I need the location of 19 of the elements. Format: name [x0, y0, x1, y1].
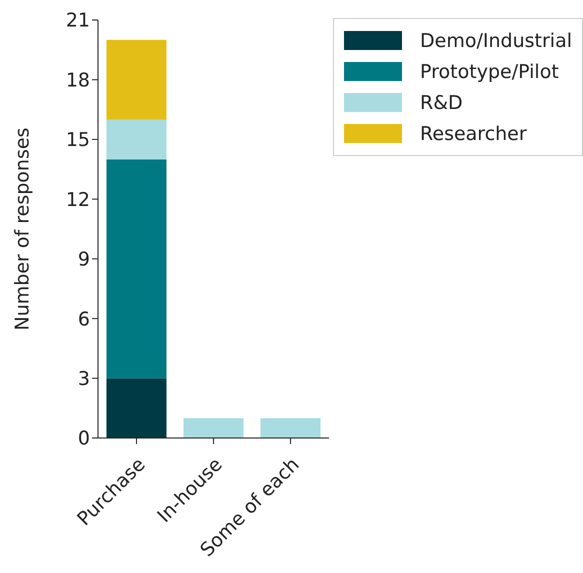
legend-label: Researcher	[420, 122, 527, 144]
legend-label: Demo/Industrial	[420, 30, 572, 52]
legend-label: R&D	[420, 92, 463, 114]
y-tick-label: 0	[78, 428, 90, 450]
y-tick-label: 15	[66, 129, 90, 152]
bar	[260, 418, 320, 438]
bar	[106, 120, 166, 160]
y-tick-label: 9	[78, 248, 90, 271]
y-tick-label: 21	[66, 10, 90, 32]
legend-label: Prototype/Pilot	[420, 60, 559, 82]
y-tick-label: 6	[78, 308, 90, 330]
bar	[106, 159, 166, 378]
y-tick-label: 18	[66, 69, 90, 92]
bar	[106, 378, 166, 438]
y-axis-title: Number of responses	[12, 128, 34, 330]
y-tick-label: 12	[66, 188, 90, 211]
bar	[183, 418, 244, 438]
bar	[106, 40, 166, 120]
y-tick-label: 3	[78, 368, 90, 390]
